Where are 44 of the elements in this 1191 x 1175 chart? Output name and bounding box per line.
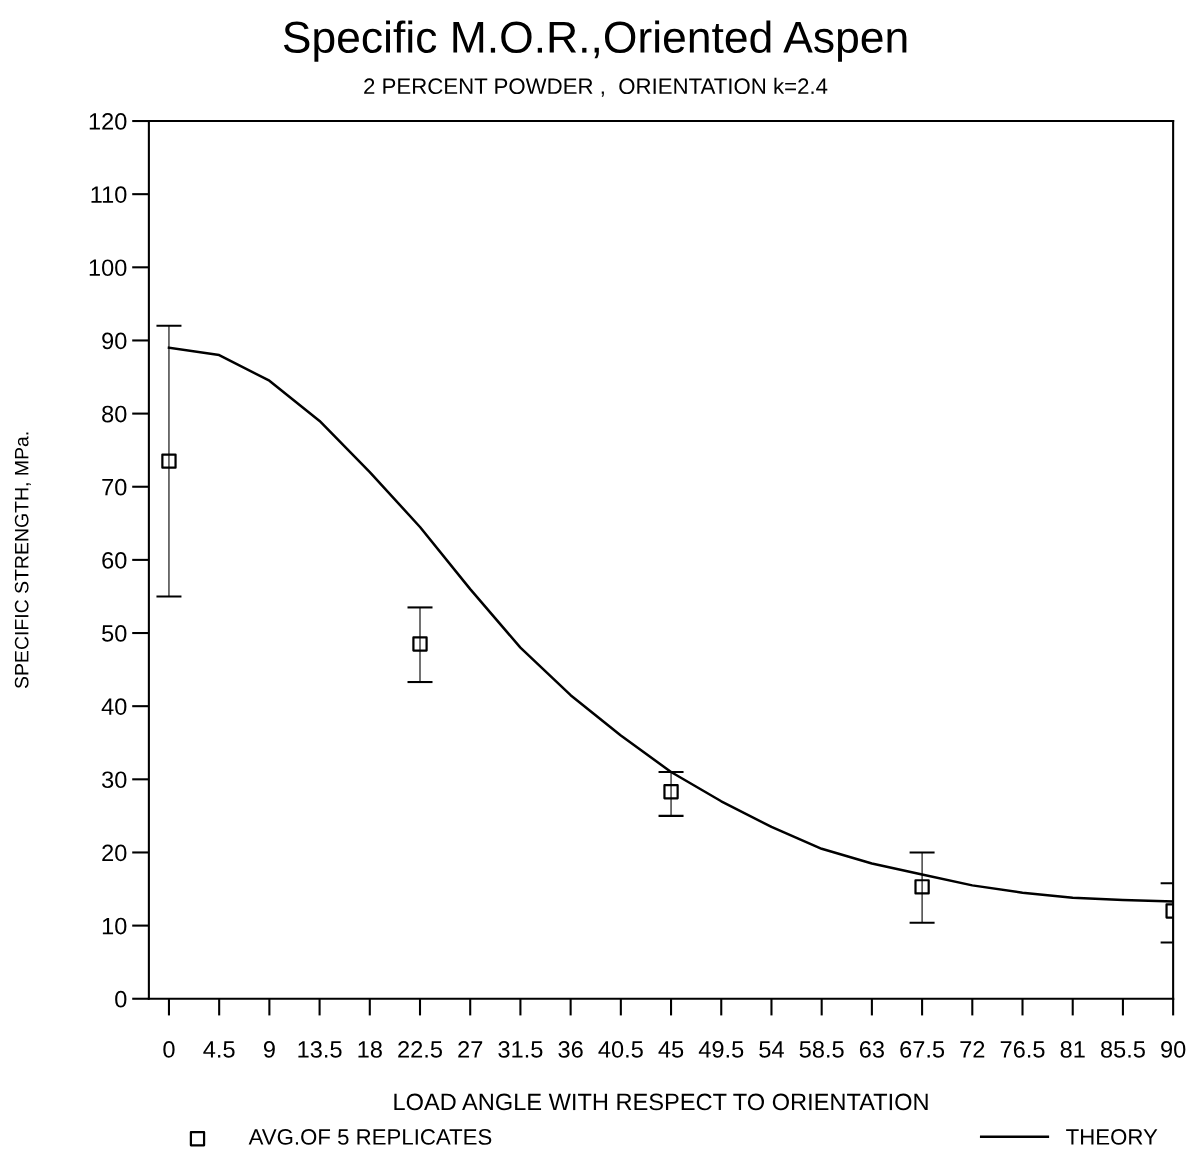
y-axis-title: SPECIFIC STRENGTH, MPa. xyxy=(14,432,31,689)
y-tick-label: 20 xyxy=(102,844,127,862)
y-tick-label: 30 xyxy=(101,771,127,789)
x-tick-label: 9 xyxy=(263,1041,275,1058)
y-tick-label: 120 xyxy=(89,113,127,130)
x-tick-label: 4.5 xyxy=(203,1041,235,1058)
y-tick-label: 80 xyxy=(102,405,127,423)
x-tick-label: 18 xyxy=(358,1041,382,1058)
x-tick-label: 40.5 xyxy=(598,1041,643,1058)
x-tick-label: 85.5 xyxy=(1100,1041,1145,1058)
x-tick-label: 90 xyxy=(1161,1041,1186,1058)
x-tick-label: 36 xyxy=(558,1041,583,1058)
x-tick-label: 76.5 xyxy=(1000,1041,1045,1058)
point xyxy=(161,453,177,469)
x-tick-label: 81 xyxy=(1060,1041,1085,1058)
point xyxy=(663,784,679,800)
y-tick-label: 90 xyxy=(102,332,127,350)
chart-title: Specific M.O.R.,Oriented Aspen xyxy=(283,20,907,62)
legend-label: AVG.OF 5 REPLICATES xyxy=(248,1129,492,1145)
x-tick-label: 72 xyxy=(960,1041,985,1058)
point xyxy=(412,636,428,652)
x-tick-label: 54 xyxy=(759,1041,784,1058)
y-tick-label: 60 xyxy=(102,551,127,569)
x-tick-label: 31.5 xyxy=(498,1041,543,1058)
y-tick-label: 0 xyxy=(115,990,127,1008)
x-tick-label: 67.5 xyxy=(900,1041,945,1058)
y-tick-label: 10 xyxy=(102,917,127,935)
y-tick-label: 110 xyxy=(91,186,127,203)
y-tick-label: 50 xyxy=(102,625,127,642)
y-tick-label: 100 xyxy=(89,259,127,277)
x-tick-label: 58.5 xyxy=(799,1041,844,1058)
chart-subtitle: 2 PERCENT POWDER , ORIENTATION k=2.4 xyxy=(364,77,828,97)
x-tick-label: 63 xyxy=(859,1041,884,1058)
x-tick-label: 0 xyxy=(163,1041,175,1058)
x-tick-label: 13.5 xyxy=(298,1041,342,1058)
x-tick-label: 27 xyxy=(458,1041,483,1058)
x-axis-title: LOAD ANGLE WITH RESPECT TO ORIENTATION xyxy=(394,1093,928,1111)
y-tick-label: 70 xyxy=(102,478,127,496)
legend-label: THEORY xyxy=(1066,1129,1158,1145)
point xyxy=(914,879,930,895)
x-tick-label: 22.5 xyxy=(398,1041,442,1058)
y-tick-label: 40 xyxy=(101,698,127,715)
x-tick-label: 49.5 xyxy=(698,1041,744,1058)
x-tick-label: 45 xyxy=(658,1041,684,1058)
